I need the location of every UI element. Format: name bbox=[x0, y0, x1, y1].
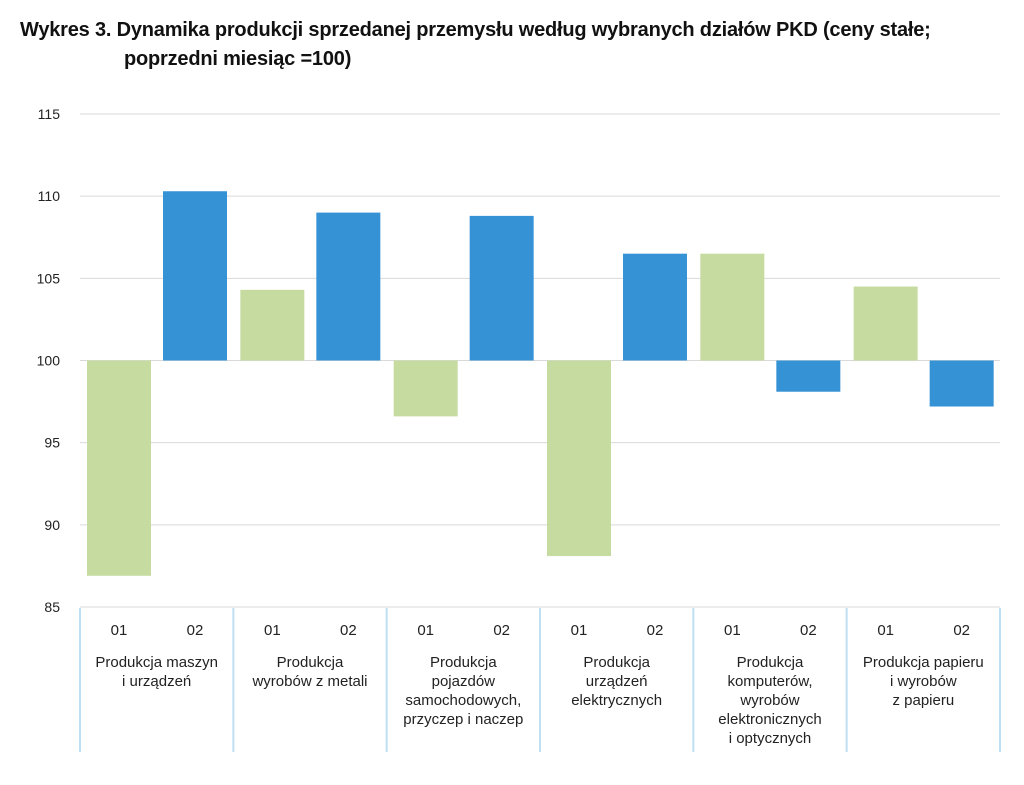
category-label-line: wyrobów bbox=[739, 692, 799, 709]
category-label-line: wyrobów z metali bbox=[251, 673, 367, 690]
y-tick-label: 85 bbox=[44, 599, 60, 615]
category-label-line: z papieru bbox=[892, 692, 954, 709]
category-label-line: Produkcja bbox=[737, 654, 804, 671]
y-tick-label: 115 bbox=[38, 106, 61, 122]
bar-02-3 bbox=[623, 253, 687, 361]
category-label-line: przyczep i naczep bbox=[403, 711, 523, 728]
series-code-label: 01 bbox=[264, 622, 281, 639]
series-code-label: 01 bbox=[111, 622, 128, 639]
category-label-line: pojazdów bbox=[432, 673, 496, 690]
category-label-line: elektrycznych bbox=[571, 692, 662, 709]
series-code-label: 01 bbox=[571, 622, 588, 639]
category-label-line: urządzeń bbox=[586, 673, 648, 690]
y-tick-label: 110 bbox=[38, 188, 61, 204]
bar-01-2 bbox=[393, 360, 458, 417]
category-label-line: i optycznych bbox=[729, 730, 812, 747]
y-tick-label: 95 bbox=[44, 435, 60, 451]
bar-02-0 bbox=[163, 191, 227, 361]
category-label-line: Produkcja bbox=[583, 654, 650, 671]
bar-02-1 bbox=[316, 212, 381, 361]
bar-02-5 bbox=[929, 360, 994, 407]
bar-01-4 bbox=[700, 253, 765, 361]
series-code-label: 01 bbox=[724, 622, 741, 639]
series-code-label: 01 bbox=[877, 622, 894, 639]
bar-02-2 bbox=[469, 215, 534, 361]
series-code-label: 02 bbox=[953, 622, 970, 639]
y-tick-label: 105 bbox=[37, 270, 61, 286]
category-label-line: Produkcja bbox=[277, 654, 344, 671]
series-code-label: 02 bbox=[340, 622, 357, 639]
category-label-line: Produkcja maszyn bbox=[95, 654, 218, 671]
category-label-line: elektronicznych bbox=[718, 711, 821, 728]
category-label-line: Produkcja bbox=[430, 654, 497, 671]
y-tick-label: 90 bbox=[44, 517, 60, 533]
x-axis: 01 02 Produkcja maszyn i urządzeń 01 02 Produk… bbox=[79, 608, 1001, 752]
chart-title-line-2: poprzedni miesiąc =100) bbox=[124, 48, 352, 70]
series-code-label: 01 bbox=[417, 622, 434, 639]
chart-title-line-1: Wykres 3. Dynamika produkcji sprzedanej … bbox=[20, 19, 931, 41]
gridlines: 115 110 105 100 95 90 85 bbox=[37, 106, 1000, 615]
bar-01-5 bbox=[853, 286, 918, 361]
y-tick-label: 100 bbox=[37, 353, 61, 369]
series-code-label: 02 bbox=[800, 622, 817, 639]
bar-01-0 bbox=[87, 360, 151, 576]
series-code-label: 02 bbox=[187, 622, 204, 639]
chart-title: Wykres 3. Dynamika produkcji sprzedanej … bbox=[20, 16, 1010, 74]
category-label-line: Produkcja papieru bbox=[863, 654, 984, 671]
bars bbox=[87, 191, 994, 576]
series-code-label: 02 bbox=[493, 622, 510, 639]
category-label-line: komputerów, bbox=[727, 673, 812, 690]
category-label-line: samochodowych, bbox=[405, 692, 521, 709]
category-label-line: i wyrobów bbox=[890, 673, 957, 690]
bar-01-1 bbox=[240, 289, 305, 361]
bar-01-3 bbox=[547, 360, 611, 557]
category-label-line: i urządzeń bbox=[122, 673, 191, 690]
series-code-label: 02 bbox=[647, 622, 664, 639]
bar-02-4 bbox=[776, 360, 841, 392]
